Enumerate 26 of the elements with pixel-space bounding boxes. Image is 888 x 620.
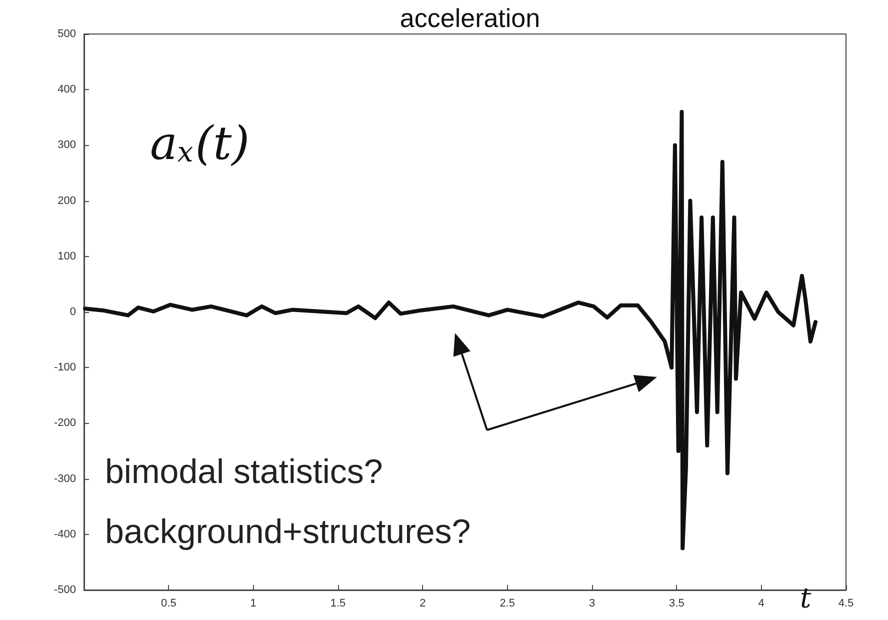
y-tick-label: 200 (58, 194, 76, 207)
x-tick-label: 2 (420, 598, 426, 610)
x-tick-label: 1 (250, 598, 256, 610)
x-tick-label: 0.5 (161, 598, 176, 610)
line-series (83, 110, 818, 550)
y-tick-label: 0 (70, 306, 76, 318)
annotation: bimodal statistics? (105, 453, 383, 491)
x-tick-label: 2.5 (500, 598, 515, 610)
annotation: ax(t) (150, 116, 250, 170)
x-tick-label: 4.5 (838, 598, 854, 610)
x-tick-label: 3.5 (669, 598, 684, 610)
y-tick-label: -300 (54, 472, 76, 485)
y-tick-label: 100 (58, 250, 76, 262)
x-tick-label: 1.5 (330, 598, 346, 610)
y-tick-label: 500 (58, 28, 76, 40)
y-tick-label: -100 (54, 362, 76, 374)
x-tick-label: 3 (588, 598, 596, 610)
x-axis-title: t (800, 582, 812, 614)
y-tick-label: 300 (58, 139, 76, 152)
y-tick-label: -200 (54, 417, 76, 430)
y-tick-label: 400 (58, 84, 76, 96)
chart-title: acceleration (400, 3, 540, 33)
y-tick-label: -400 (54, 528, 76, 540)
y-tick-label: -500 (54, 584, 76, 596)
annotation: background+structures? (105, 513, 471, 551)
x-tick-label: 4 (758, 598, 764, 610)
